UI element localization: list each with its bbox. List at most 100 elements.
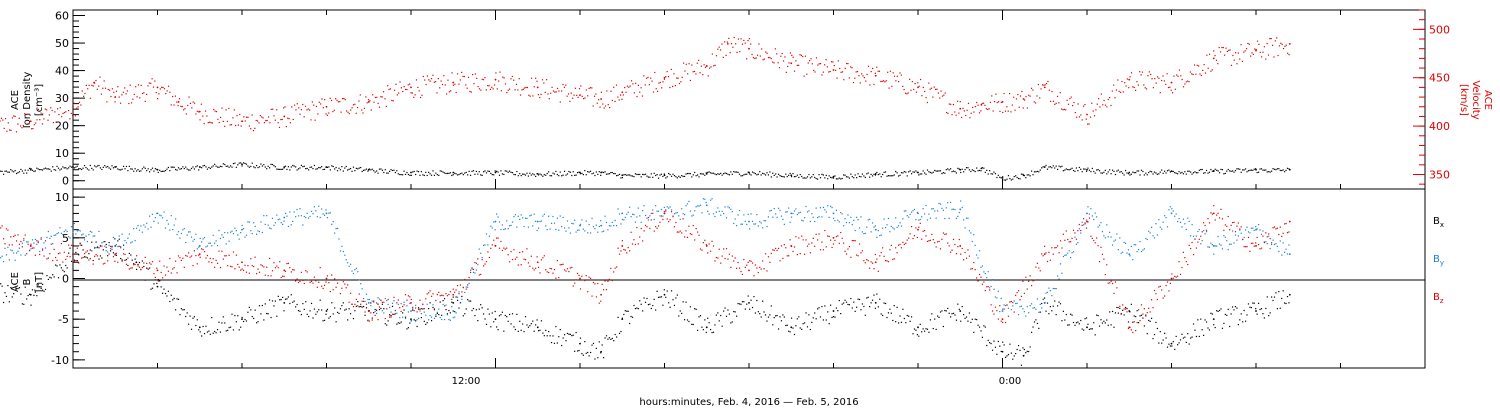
point-cloud-bx (344, 309, 346, 311)
point-cloud-velocity (619, 94, 622, 96)
point-cloud-bx (977, 324, 979, 326)
point-cloud-ion-density (296, 169, 298, 171)
point-cloud-bz (215, 259, 217, 262)
point-cloud-bz (1281, 235, 1283, 237)
point-cloud-velocity (655, 88, 657, 90)
point-cloud-ion-density (1175, 172, 1177, 174)
point-cloud-ion-density (750, 174, 752, 176)
point-cloud-velocity (524, 87, 526, 89)
point-cloud-bx (235, 321, 237, 323)
point-cloud-bx (46, 274, 48, 277)
point-cloud-bx (916, 334, 918, 336)
point-cloud-ion-density (620, 177, 622, 179)
point-cloud-bx (604, 337, 606, 339)
point-cloud-ion-density (1168, 169, 1170, 171)
point-cloud-by (18, 247, 21, 249)
point-cloud-bx (931, 313, 933, 315)
point-cloud-bx (1205, 321, 1208, 323)
point-cloud-bx (137, 263, 139, 266)
point-cloud-ion-density (929, 171, 931, 174)
point-cloud-bx (967, 320, 969, 322)
point-cloud-by (558, 229, 560, 231)
data-point-bz (72, 253, 74, 255)
point-cloud-bz (631, 243, 634, 245)
point-cloud-bx (1266, 296, 1268, 298)
point-cloud-bx (1236, 307, 1238, 309)
point-cloud-by (610, 225, 612, 227)
point-cloud-velocity (106, 101, 108, 103)
point-cloud-velocity (872, 67, 874, 70)
point-cloud-ion-density (702, 173, 704, 175)
point-cloud-by (694, 210, 696, 212)
point-cloud-velocity (46, 109, 48, 111)
point-cloud-by (170, 215, 172, 217)
point-cloud-by (23, 239, 25, 242)
point-cloud-by (141, 231, 143, 233)
point-cloud-by (696, 205, 699, 207)
point-cloud-velocity (996, 101, 998, 104)
point-cloud-bx (1104, 322, 1106, 324)
point-cloud-ion-density (511, 172, 514, 174)
point-cloud-by (773, 207, 775, 210)
point-cloud-velocity (748, 38, 750, 40)
point-cloud-by (854, 229, 856, 232)
point-cloud-bx (1145, 314, 1147, 316)
point-cloud-velocity (476, 77, 478, 79)
density-axis-label: ACE Ion Density [cm⁻³] (10, 72, 45, 129)
point-cloud-velocity (1033, 101, 1035, 103)
point-cloud-ion-density (631, 175, 634, 177)
point-cloud-ion-density (1064, 169, 1066, 171)
point-cloud-ion-density (746, 173, 748, 175)
point-cloud-bx (94, 247, 96, 249)
point-cloud-by (439, 316, 441, 319)
point-cloud-by (838, 221, 840, 223)
point-cloud-bz (892, 258, 894, 261)
point-cloud-bz (290, 271, 292, 273)
point-cloud-bz (652, 212, 654, 214)
velocity-tick-label: 350 (1429, 168, 1450, 181)
point-cloud-ion-density (1043, 166, 1046, 168)
point-cloud-ion-density (40, 168, 42, 171)
point-cloud-bx (241, 316, 243, 319)
point-cloud-by (1166, 226, 1169, 228)
point-cloud-bx (138, 261, 141, 264)
point-cloud-bz (378, 306, 381, 308)
point-cloud-ion-density (33, 170, 35, 173)
point-cloud-bz (310, 280, 313, 283)
point-cloud-bz (26, 253, 28, 255)
point-cloud-by (1057, 275, 1059, 277)
point-cloud-bx (1148, 319, 1150, 322)
point-cloud-bz (727, 258, 729, 260)
point-cloud-bx (594, 358, 596, 360)
point-cloud-bx (1083, 329, 1085, 331)
point-cloud-bx (1237, 323, 1239, 326)
point-cloud-ion-density (229, 165, 232, 167)
point-cloud-velocity (1240, 44, 1242, 46)
point-cloud-bx (892, 319, 894, 322)
point-cloud-velocity (281, 118, 283, 121)
point-cloud-bx (1074, 324, 1076, 326)
point-cloud-ion-density (82, 167, 84, 169)
point-cloud-velocity (784, 56, 786, 58)
point-cloud-bz (189, 256, 191, 258)
point-cloud-velocity (410, 92, 412, 94)
data-point-bx (705, 326, 708, 329)
point-cloud-by (455, 312, 457, 314)
point-cloud-velocity (469, 90, 471, 93)
point-cloud-bx (506, 316, 508, 318)
point-cloud-bz (315, 280, 317, 282)
point-cloud-bx (725, 315, 728, 317)
point-cloud-by (905, 210, 907, 212)
point-cloud-velocity (1059, 92, 1061, 94)
point-cloud-bx (743, 301, 745, 303)
point-cloud-velocity (1015, 98, 1018, 100)
point-cloud-velocity (639, 91, 641, 93)
point-cloud-by (60, 232, 62, 234)
point-cloud-by (705, 201, 707, 204)
point-cloud-bx (675, 297, 677, 299)
point-cloud-by (1097, 226, 1099, 228)
data-point-ion-density (1128, 171, 1131, 174)
point-cloud-velocity (774, 48, 776, 50)
point-cloud-velocity (1154, 78, 1156, 80)
data-point-by (241, 228, 243, 231)
